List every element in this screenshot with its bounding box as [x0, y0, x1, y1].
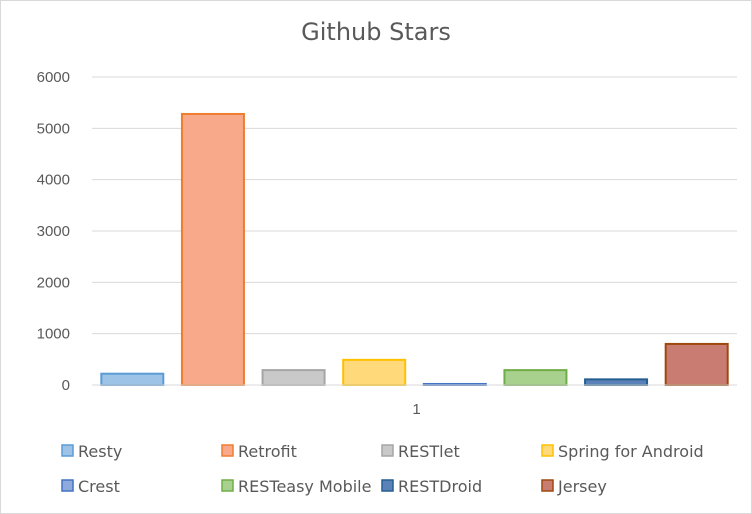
x-axis: 1 — [92, 384, 737, 418]
x-tick-label: 1 — [412, 401, 420, 418]
legend-swatch — [221, 479, 234, 492]
y-tick-label: 3000 — [37, 223, 70, 240]
legend-item: Spring for Android — [541, 442, 704, 461]
legend-swatch — [61, 479, 74, 492]
y-tick-label: 4000 — [37, 172, 70, 189]
legend-swatch — [381, 479, 394, 492]
legend-item: Crest — [61, 477, 120, 496]
legend-label: Jersey — [557, 477, 607, 496]
legend-label: Spring for Android — [558, 442, 704, 461]
legend-label: RESTeasy Mobile — [238, 477, 371, 496]
bar-restlet — [261, 369, 326, 387]
bar-retrofit — [180, 112, 245, 387]
y-tick-label: 6000 — [37, 69, 70, 86]
y-tick-label: 5000 — [37, 120, 70, 137]
bar-resty — [100, 372, 165, 386]
legend-swatch — [541, 479, 554, 492]
bar-resteasy-mobile — [503, 369, 568, 387]
legend-swatch — [541, 444, 554, 457]
bar-restdroid — [584, 378, 649, 386]
chart-title: Github Stars — [301, 18, 451, 46]
legend-label: RESTDroid — [398, 477, 482, 496]
bar-jersey — [664, 342, 729, 386]
bar-spring-for-android — [342, 358, 407, 387]
y-tick-label: 2000 — [37, 274, 70, 291]
legend-swatch — [61, 444, 74, 457]
legend-item: Resty — [61, 442, 122, 461]
legend-item: Retrofit — [221, 442, 297, 461]
y-axis: 0 1000 2000 3000 4000 5000 6000 — [37, 69, 70, 394]
legend-item: RESTlet — [381, 442, 460, 461]
legend-item: RESTDroid — [381, 477, 482, 496]
y-tick-label: 1000 — [37, 326, 70, 343]
legend-label: Resty — [78, 442, 122, 461]
legend-label: Retrofit — [238, 442, 297, 461]
legend-item: Jersey — [541, 477, 607, 496]
legend-swatch — [221, 444, 234, 457]
legend-swatch — [381, 444, 394, 457]
bars — [100, 112, 729, 387]
legend-label: Crest — [78, 477, 120, 496]
legend: Resty Retrofit RESTlet Spring for Android Cr… — [61, 442, 704, 496]
legend-item: RESTeasy Mobile — [221, 477, 371, 496]
y-tick-label: 0 — [62, 377, 70, 394]
legend-label: RESTlet — [398, 442, 460, 461]
